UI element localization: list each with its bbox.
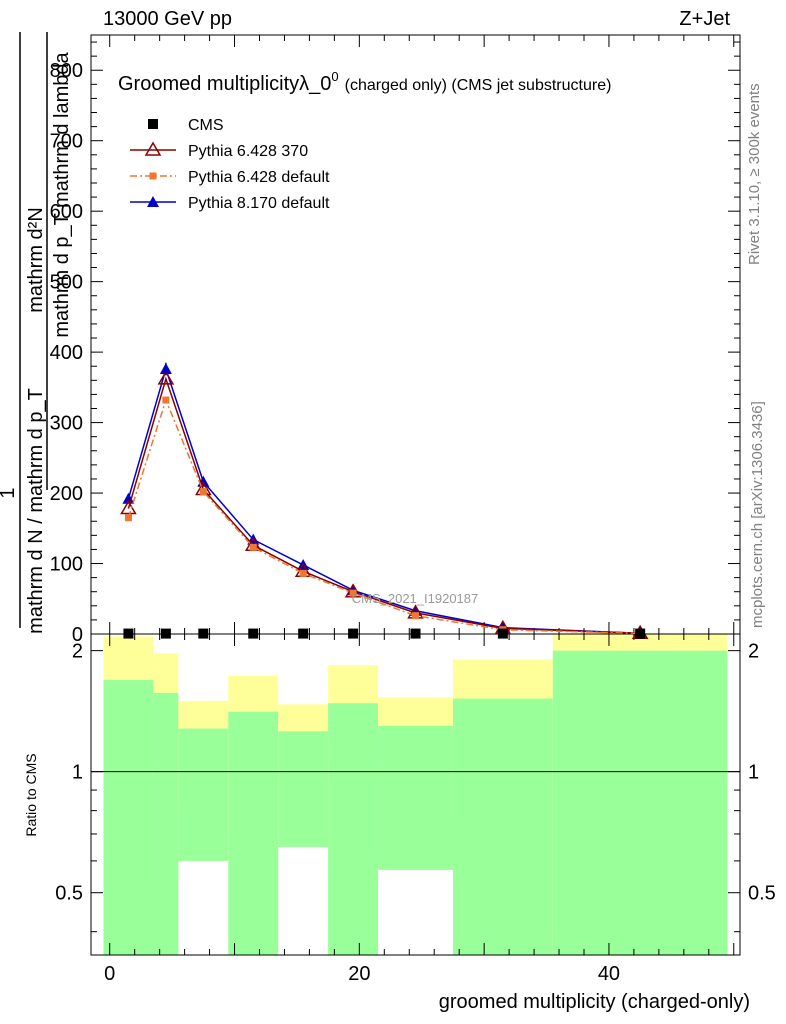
legend: CMS Pythia 6.428 370 Pythia 6.428 default P… xyxy=(130,117,330,212)
ratio-xtick-label: 40 xyxy=(598,963,620,985)
data-point xyxy=(497,628,508,639)
ratio-band-green-1 xyxy=(153,692,179,955)
title-superscript: 0 xyxy=(331,69,338,84)
legend-marker xyxy=(144,141,162,156)
ratio-band-green-8 xyxy=(552,650,728,955)
svg-text:Groomed multiplicityλ_00(charg: Groomed multiplicityλ_00 (charged only) (… xyxy=(118,69,611,95)
data-point xyxy=(160,628,171,639)
data-point xyxy=(124,514,132,522)
series-cms xyxy=(123,628,646,639)
main-ytick-label: 100 xyxy=(50,554,83,576)
header-energy-label: 13000 GeV pp xyxy=(103,8,232,30)
data-point xyxy=(157,370,175,385)
main-ytick-label: 600 xyxy=(50,201,83,223)
chart-title: Groomed multiplicityλ_00 (charged only) (… xyxy=(118,69,611,95)
data-point xyxy=(122,492,135,504)
ratio-band-green-2 xyxy=(178,728,229,861)
ratio-ytick-label-right: 2 xyxy=(748,641,759,663)
main-y-axis-label: mathrm d²N mathrm d p_T mathrm d lambda … xyxy=(0,32,73,634)
data-point xyxy=(299,569,307,577)
main-ytick-label: 0 xyxy=(72,624,83,646)
ylabel-numerator: mathrm d²N xyxy=(25,207,47,313)
data-point xyxy=(248,628,259,639)
ylabel-outer-denominator: mathrm d N / mathrm d p_T xyxy=(25,388,47,634)
main-ytick-label: 400 xyxy=(50,342,83,364)
ratio-ytick-label-left: 1 xyxy=(72,762,83,784)
series-line xyxy=(127,397,641,635)
ylabel-prefactor: 1 xyxy=(0,487,19,498)
legend-item: Pythia 6.428 default xyxy=(130,169,330,186)
data-point xyxy=(199,488,207,496)
ratio-xtick-label: 20 xyxy=(348,963,370,985)
series-layer xyxy=(120,362,649,640)
legend-item: Pythia 8.170 default xyxy=(130,195,330,212)
data-point xyxy=(198,628,209,639)
ratio-xtick-label: 0 xyxy=(104,963,115,985)
ratio-band-layer xyxy=(103,634,728,955)
main-ytick-label: 700 xyxy=(50,131,83,153)
data-point xyxy=(348,628,359,639)
header-process-label: Z+Jet xyxy=(679,8,730,30)
title-rest: (charged only) (CMS jet substructure) xyxy=(345,77,612,94)
legend-label: Pythia 8.170 default xyxy=(188,195,330,212)
ratio-ytick-label-right: 0.5 xyxy=(748,883,776,905)
legend-item: Pythia 6.428 370 xyxy=(130,141,308,160)
ratio-ytick-label-right: 1 xyxy=(748,762,759,784)
ratio-band-green-3 xyxy=(228,711,279,955)
ratio-y-axis-label: Ratio to CMS xyxy=(23,753,39,836)
ratio-ytick-label-left: 0.5 xyxy=(55,883,83,905)
data-point xyxy=(349,589,357,597)
legend-marker xyxy=(148,119,158,129)
main-ytick-label: 200 xyxy=(50,483,83,505)
x-axis-label: groomed multiplicity (charged-only) xyxy=(439,991,750,1013)
data-point xyxy=(162,396,170,404)
main-ytick-label: 300 xyxy=(50,413,83,435)
legend-item: CMS xyxy=(148,117,224,134)
ratio-band-green-6 xyxy=(378,725,453,870)
ratio-band-green-0 xyxy=(103,680,154,955)
ratio-band-green-4 xyxy=(278,731,329,847)
watermark-text: CMS_2021_I1920187 xyxy=(352,591,479,606)
data-point xyxy=(249,543,257,551)
data-point xyxy=(298,628,309,639)
data-point xyxy=(123,628,134,639)
axis-tick-labels: 0 100 200 300 400 500 600 700 800 0 20 40 0.5 0.5 1 1 2 2 xyxy=(50,60,776,985)
legend-marker xyxy=(147,196,159,207)
data-point xyxy=(635,628,646,639)
title-main: Groomed multiplicityλ_0 xyxy=(118,73,331,95)
main-ytick-label: 800 xyxy=(50,60,83,82)
ratio-ytick-label-left: 2 xyxy=(72,641,83,663)
data-point xyxy=(412,612,419,620)
main-ytick-label: 500 xyxy=(50,272,83,294)
ratio-band-green-5 xyxy=(328,703,379,955)
legend-label: Pythia 6.428 default xyxy=(188,169,330,186)
data-point xyxy=(410,628,421,639)
legend-marker xyxy=(149,172,157,180)
legend-label: Pythia 6.428 370 xyxy=(188,143,308,160)
ratio-band-green-7 xyxy=(452,698,553,955)
legend-label: CMS xyxy=(188,117,224,134)
ylabel-denominator: mathrm d p_T mathrm d lambda xyxy=(51,51,73,337)
